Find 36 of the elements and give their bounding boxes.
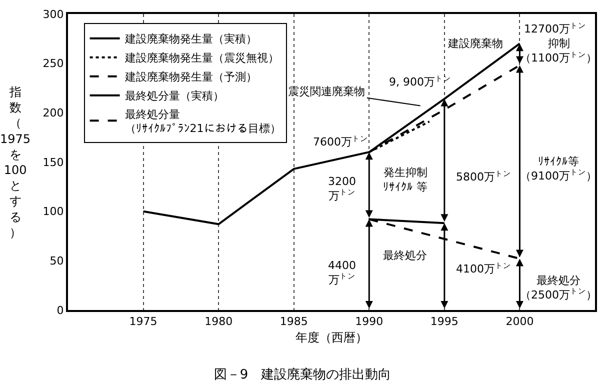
y-tick-label: 100 [42,205,64,218]
annotation: 最終処分（2500万$^{トン}$） [520,274,597,302]
annotation: 7600万$^{トン}$ [313,134,368,149]
y-tick-label: 250 [42,57,64,70]
y-tick-label: 50 [50,254,64,268]
text: 指数（1975を100とする） [0,85,31,240]
legend-label: 最終処分量（ﾘｻｲｸﾙﾌﾟﾗﾝ21における目標） [124,108,281,136]
legend-label: 最終処分量（実積） [124,90,224,103]
annotation: 5800万$^{トン}$ [456,169,511,184]
annotation: 建設廃棄物 [447,37,503,50]
annotation: 震災関連廃棄物 [288,85,365,98]
annotation: 発生抑制ﾘｻｲｸﾙ 等 [383,166,428,194]
x-tick-label: 1980 [204,315,233,328]
x-tick-label: 1990 [355,315,384,328]
annotation: 4400万$^{トン}$ [328,259,356,286]
legend-label: 建設廃棄物発生量（実積） [124,32,257,46]
x-tick-label: 1975 [129,315,158,328]
annotation: 3200万$^{トン}$ [328,175,356,202]
y-tick-label: 300 [42,8,64,21]
y-tick-label: 0 [56,304,64,317]
x-tick-label: 2000 [506,315,534,328]
annotation: 12700万$^{トン}$ [524,21,586,36]
x-tick-label: 1995 [430,315,458,328]
annotation: 最終処分 [383,249,427,262]
annotation: 抑制 [548,37,570,50]
annotation: ﾘｻｲｸﾙ等（9100万$^{トン}$） [520,155,597,182]
legend-label: 建設廃棄物発生量（予測） [124,70,257,84]
annotation: （1100万$^{トン}$） [520,50,597,65]
x-axis-title: 年度（西暦） [296,330,368,345]
legend-label: 建設廃棄物発生量（震災無視） [124,52,279,65]
annotation: 9, 900万$^{トン}$ [389,74,451,89]
x-tick-label: 1985 [280,315,308,328]
annotation: 4100万$^{トン}$ [456,261,511,276]
y-tick-label: 200 [42,106,64,120]
y-tick-label: 150 [42,156,64,169]
text: 図－9 建設廃棄物の排出動向 [214,366,392,382]
